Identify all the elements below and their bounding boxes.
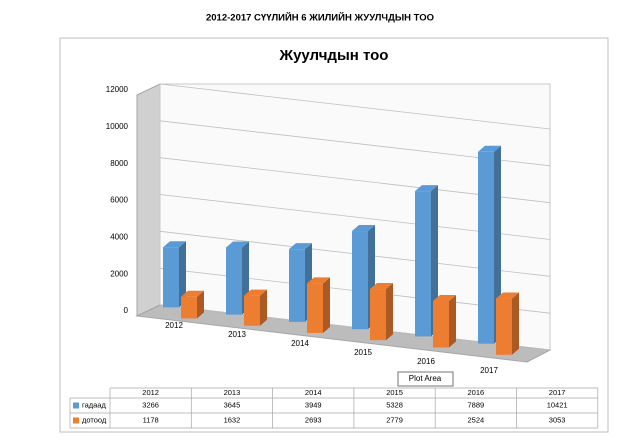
bar-side [260, 289, 267, 326]
bar [244, 289, 267, 326]
bar [415, 185, 438, 337]
bar [433, 295, 456, 348]
y-tick-label: 8000 [110, 159, 128, 168]
table-value: 2779 [386, 415, 403, 424]
table-header: 2013 [224, 388, 241, 397]
table-value: 1632 [224, 415, 241, 424]
y-tick-label: 0 [124, 306, 129, 315]
table-value: 10421 [547, 400, 568, 409]
bar-top [433, 295, 456, 302]
bar-top [226, 241, 249, 248]
plot: 0 2000 4000 6000 8000 10000 12000 2012 2013 2014 2… [106, 83, 551, 375]
bar [181, 290, 204, 319]
chart-title: Жуулчдын тоо [279, 47, 389, 64]
bar-top [181, 290, 204, 297]
table-header: 2015 [386, 388, 403, 397]
y-tick-label: 2000 [110, 269, 128, 278]
tooltip-box [397, 371, 454, 387]
table-header: 2012 [142, 388, 159, 397]
legend-label: гадаад [82, 400, 106, 409]
table-value: 1178 [143, 415, 159, 424]
bar-top [244, 289, 267, 296]
bar-front [415, 191, 431, 337]
table-value: 3266 [142, 400, 159, 409]
table-header: 2016 [468, 388, 485, 397]
table-value: 3645 [224, 400, 241, 409]
tooltip: Plot Area [409, 374, 442, 383]
bar-front [496, 298, 512, 355]
bar [307, 277, 330, 333]
grid-line [159, 83, 551, 130]
bar-side [323, 277, 330, 333]
table-value: 2524 [468, 415, 485, 424]
x-tick-label: 2015 [354, 348, 372, 357]
table-value: 3053 [549, 415, 566, 424]
bar-side [512, 292, 519, 355]
bar-side [197, 290, 204, 319]
y-tick-label: 6000 [110, 196, 128, 205]
bar-front [307, 283, 323, 333]
bar-top [307, 277, 330, 284]
table-value: 5328 [386, 400, 403, 409]
bar-front [163, 247, 179, 308]
bar [163, 241, 186, 308]
data-table: 2012 2013 2014 2015 2016 2017 гадаад 3266 3645 39… [69, 387, 599, 429]
table-header: 2014 [305, 388, 322, 397]
x-tick-label: 2017 [480, 366, 498, 375]
bar [496, 292, 519, 355]
bar [370, 283, 393, 341]
x-tick-label: 2012 [165, 321, 183, 330]
bar-top [478, 145, 501, 152]
bar-front [352, 231, 368, 330]
table-header: 2017 [549, 388, 566, 397]
side-wall [136, 83, 161, 317]
bar-side [449, 295, 456, 348]
bar-top [163, 241, 186, 248]
page-heading: 2012-2017 СҮҮЛИЙН 6 ЖИЛИЙН ЖУУЛЧДЫН ТОО [206, 12, 434, 24]
x-tick-label: 2016 [417, 357, 435, 366]
bar-side [494, 145, 501, 344]
bar-top [370, 283, 393, 290]
y-tick-label: 4000 [110, 232, 128, 241]
bar-top [352, 225, 375, 232]
x-tick-label: 2014 [291, 339, 309, 348]
table-value: 7889 [468, 400, 485, 409]
bar-side [386, 283, 393, 341]
bar-front [181, 296, 197, 319]
bar-front [370, 289, 386, 341]
bar [478, 145, 501, 344]
y-tick-label: 10000 [106, 122, 129, 131]
table-value: 3949 [305, 400, 322, 409]
bar-front [244, 295, 260, 326]
legend-label: дотоод [82, 415, 107, 424]
bar-top [415, 185, 438, 192]
y-tick-label: 12000 [106, 85, 129, 94]
bar-top [289, 243, 312, 250]
legend-key [73, 402, 79, 409]
bar-front [226, 247, 242, 315]
x-tick-label: 2013 [228, 330, 246, 339]
bar-top [496, 292, 519, 299]
bar-front [289, 249, 305, 322]
bar-side [179, 241, 186, 308]
bar-front [478, 151, 494, 344]
table-value: 2693 [305, 415, 322, 424]
legend-key [73, 417, 79, 424]
bar-front [433, 301, 449, 348]
